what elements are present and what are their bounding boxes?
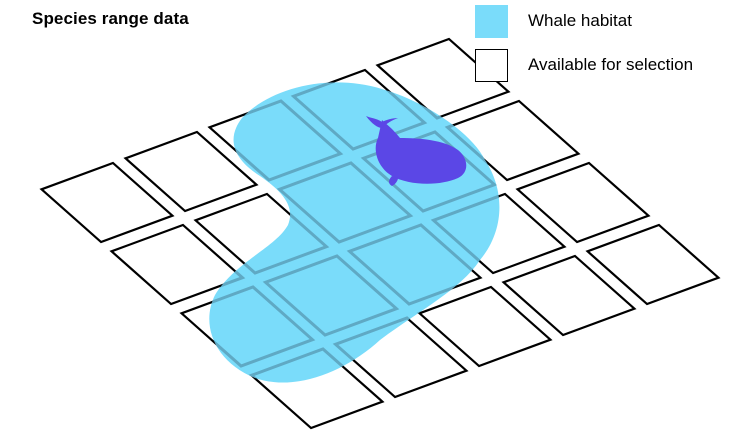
grid-cell[interactable]: [417, 285, 553, 368]
grid-cell-habitat-overlay: [209, 99, 344, 182]
grid-cell-habitat-overlay: [209, 285, 316, 368]
grid-cell[interactable]: [445, 99, 581, 182]
grid-cell-habitat-overlay: [504, 256, 635, 335]
grid-cell[interactable]: [375, 37, 511, 120]
grid-cell-habitat-overlay: [209, 223, 246, 306]
legend: Whale habitat Available for selection: [475, 4, 745, 92]
legend-label-available: Available for selection: [528, 55, 694, 74]
grid-cell-habitat-overlay: [42, 163, 173, 242]
diagram-title: Species range data: [32, 9, 189, 28]
whale-icon: [366, 116, 467, 186]
grid-cell-habitat-overlay: [276, 161, 414, 244]
grid-cell-habitat-overlay: [416, 285, 500, 368]
grid-cell[interactable]: [515, 161, 651, 244]
legend-item-habitat: Whale habitat: [475, 4, 745, 38]
grid-cell-habitat-overlay: [290, 82, 428, 151]
grid-cell[interactable]: [501, 254, 637, 337]
grid-cell-habitat-overlay: [588, 225, 719, 304]
grid-cell-habitat-overlay: [430, 192, 500, 275]
grid-cell-habitat-overlay: [518, 163, 649, 242]
grid-cell[interactable]: [123, 130, 259, 213]
legend-label-habitat: Whale habitat: [528, 11, 632, 30]
grid-cell-habitat-overlay: [248, 347, 386, 383]
grid-cell[interactable]: [39, 161, 175, 244]
habitat-swatch: [475, 4, 508, 38]
legend-item-available: Available for selection: [475, 48, 745, 82]
available-swatch: [475, 48, 508, 82]
grid-cell[interactable]: [585, 223, 721, 306]
grid-cell-habitat-overlay: [262, 254, 400, 337]
